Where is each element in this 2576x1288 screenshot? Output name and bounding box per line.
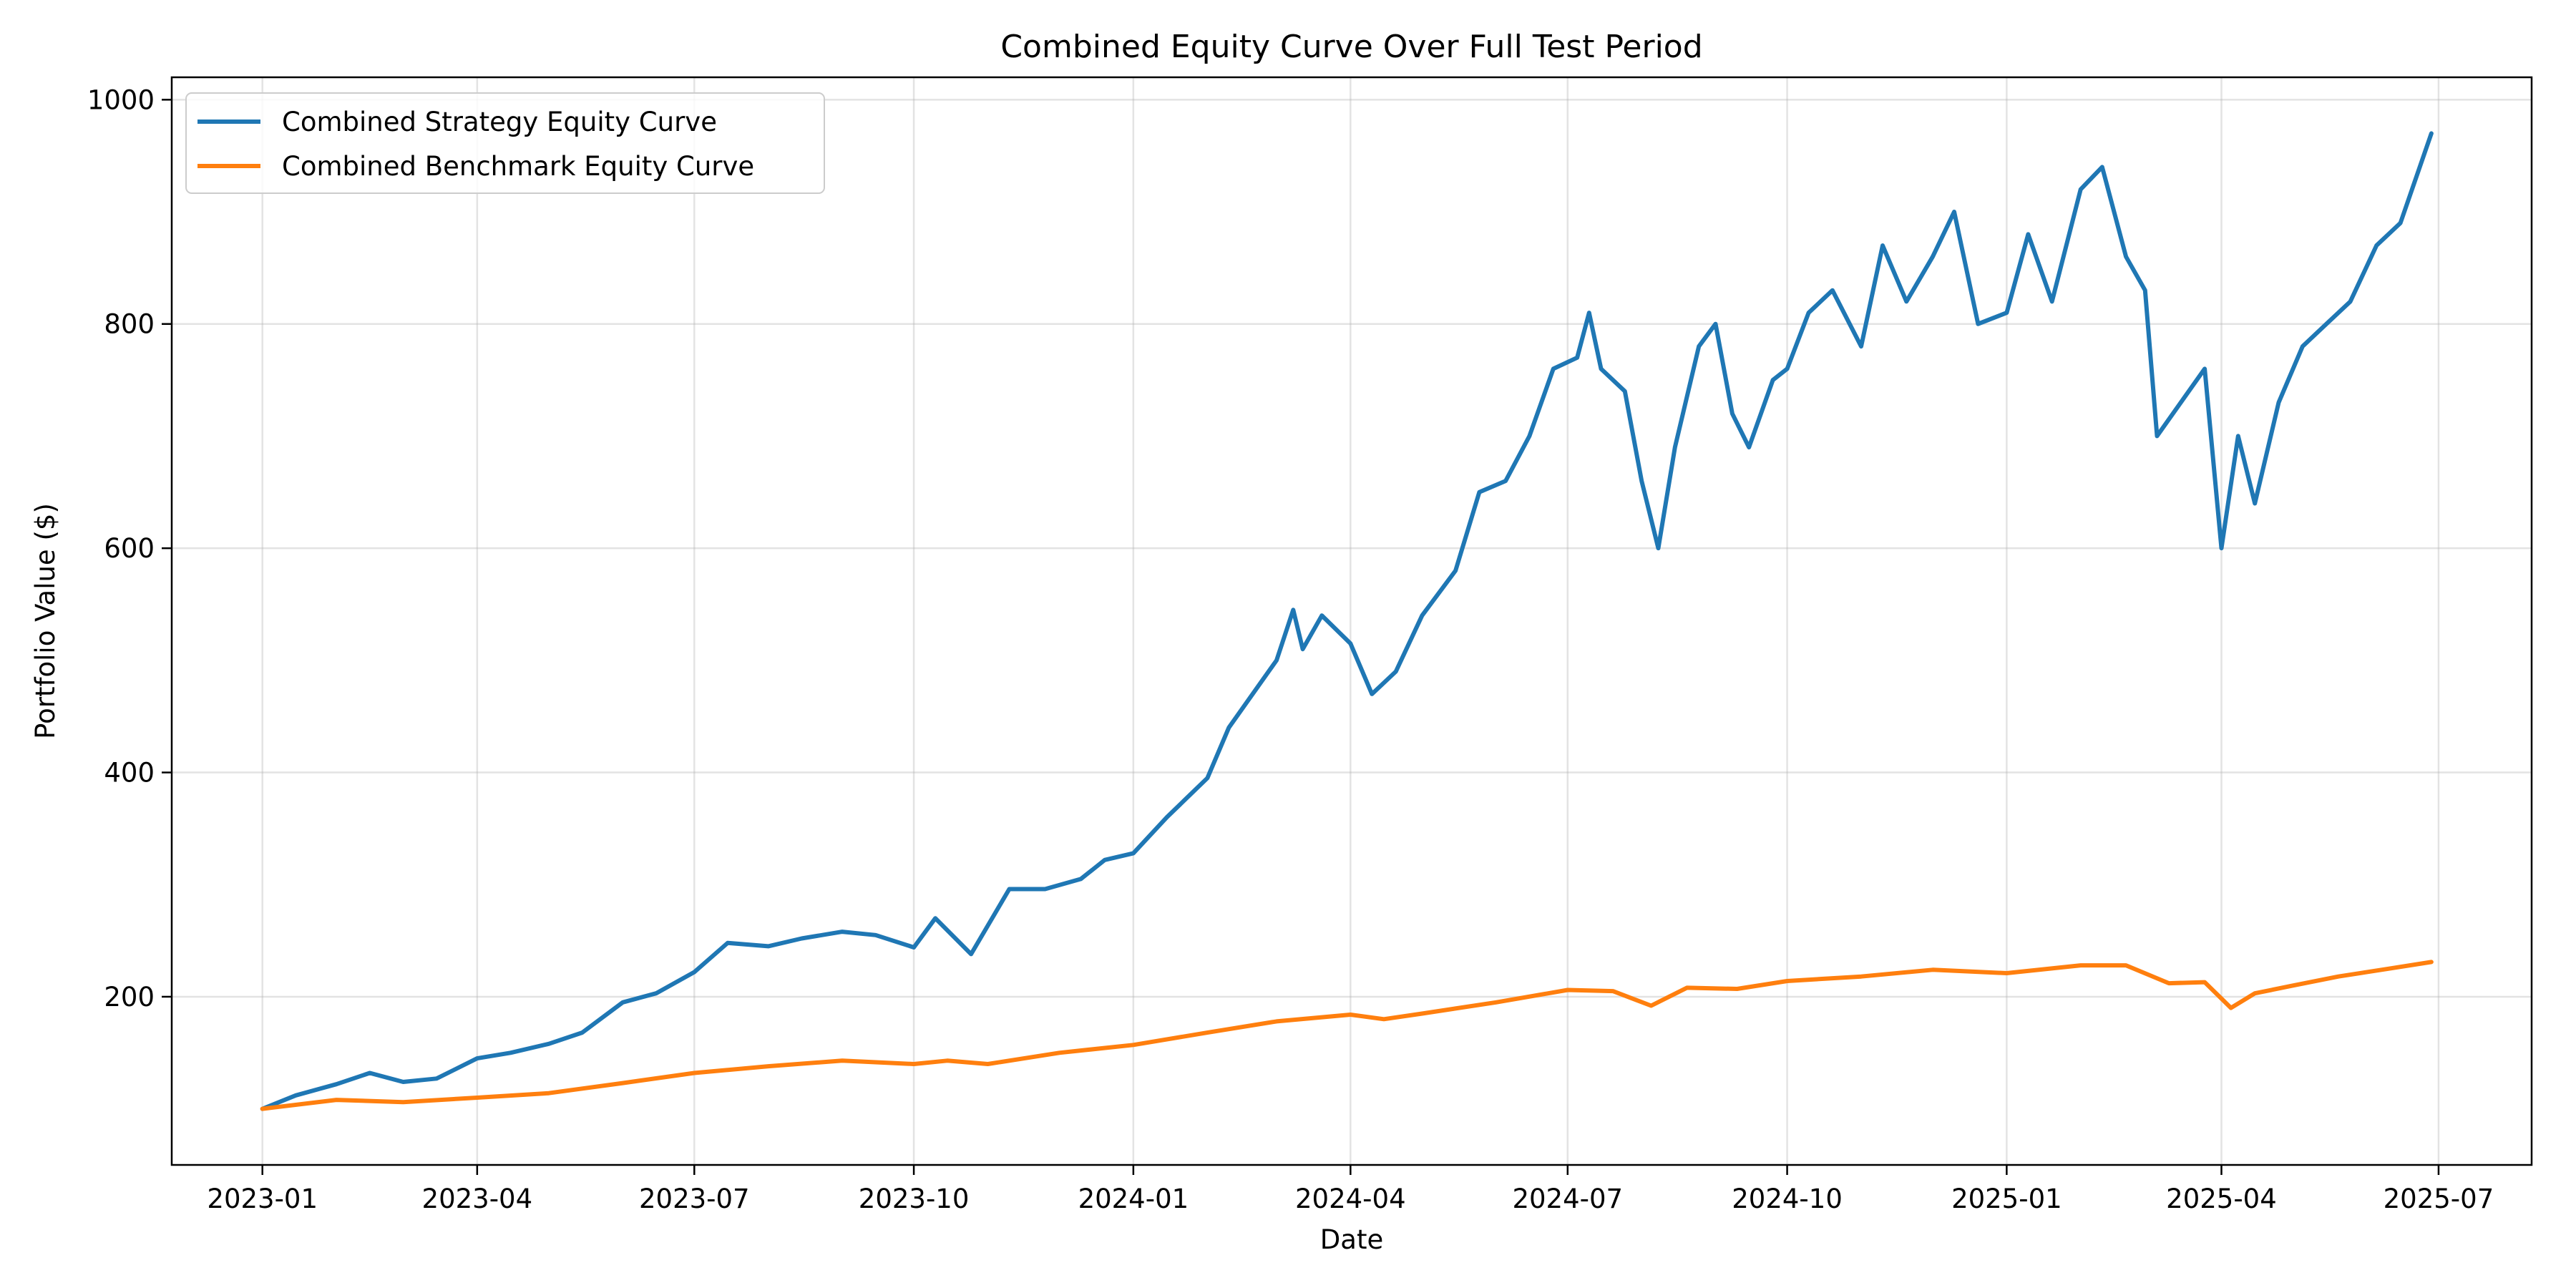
x-tick-label: 2023-10 [859,1184,970,1214]
y-tick-label: 200 [104,982,155,1013]
x-tick-label: 2024-07 [1512,1184,1623,1214]
legend-label-benchmark: Combined Benchmark Equity Curve [282,151,754,182]
x-tick-label: 2025-07 [2384,1184,2494,1214]
y-axis-ticks: 200 400 600 800 1000 [87,84,172,1013]
x-axis-ticks: 2023-01 2023-04 2023-07 2023-10 2024-01 2024-… [207,1165,2494,1214]
y-tick-label: 400 [104,758,155,789]
x-tick-label: 2025-04 [2166,1184,2277,1214]
y-axis-label: Portfolio Value ($) [30,503,61,739]
y-tick-label: 800 [104,309,155,340]
x-tick-label: 2025-01 [1951,1184,2062,1214]
y-tick-label: 600 [104,533,155,564]
x-tick-label: 2023-04 [422,1184,533,1214]
x-axis-label: Date [1320,1224,1383,1255]
legend: Combined Strategy Equity Curve Combined … [185,92,825,194]
x-tick-label: 2023-07 [639,1184,750,1214]
legend-label-strategy: Combined Strategy Equity Curve [282,107,717,137]
x-tick-label: 2024-01 [1078,1184,1189,1214]
x-tick-label: 2024-10 [1732,1184,1843,1214]
chart-title: Combined Equity Curve Over Full Test Per… [1000,29,1702,65]
legend-box [185,92,825,194]
x-tick-label: 2024-04 [1295,1184,1406,1214]
y-tick-label: 1000 [87,84,155,115]
benchmark-series-line [260,960,2434,1111]
plot-area-frame [170,76,2533,1166]
strategy-series-line [260,131,2434,1111]
series-lines [260,131,2434,1111]
x-tick-label: 2023-01 [207,1184,318,1214]
